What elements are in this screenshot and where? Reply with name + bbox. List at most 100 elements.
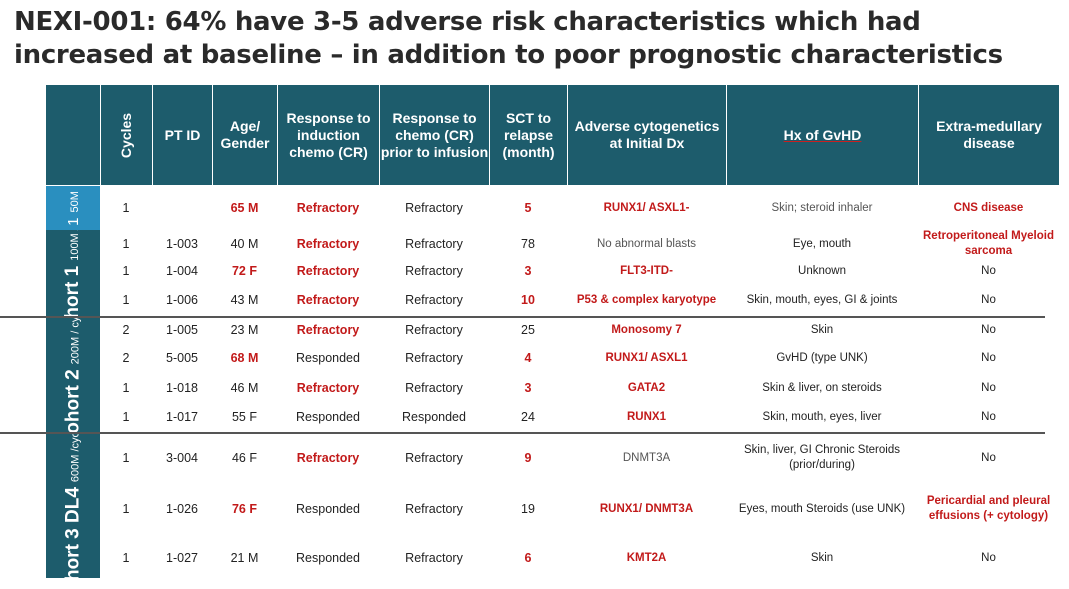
cell-response-induction: Refractory <box>296 380 360 395</box>
cell-extramedullary: No <box>981 264 996 277</box>
cohort-2-label: Cohort 2 200M / cycle <box>46 318 100 432</box>
cell-gvhd: Skin, liver, GI Chronic Steroids (prior/… <box>744 444 900 471</box>
cell-cycles: 2 <box>122 350 130 365</box>
cell-age-gender: 46 F <box>231 450 257 465</box>
header-cytogenetics: Adverse cytogenetics at Initial Dx <box>567 85 726 185</box>
cell-cytogenetics: RUNX1/ ASXL1- <box>603 201 690 214</box>
cell-response-prior: Refractory <box>405 380 463 395</box>
cell-pt-id <box>152 188 212 228</box>
cell-age-gender: 76 F <box>231 501 257 516</box>
cell-sct-relapse: 6 <box>524 550 532 565</box>
cohort-divider <box>0 432 1045 434</box>
cell-pt-id: 1-027 <box>166 550 198 565</box>
header-cycles: Cycles <box>100 85 152 185</box>
cell-extramedullary: No <box>981 323 996 336</box>
cell-response-prior: Refractory <box>405 450 463 465</box>
cell-age-gender: 46 M <box>230 380 259 395</box>
cell-sct-relapse: 78 <box>521 236 535 251</box>
cell-cytogenetics: No abnormal blasts <box>596 237 697 250</box>
cohort-1-label: Cohort 1 100M /cycle <box>46 230 100 316</box>
cell-sct-relapse: 25 <box>521 322 535 337</box>
cell-response-prior: Refractory <box>405 236 463 251</box>
header-extramedullary: Extra-medullary disease <box>918 85 1059 185</box>
cell-pt-id: 1-006 <box>166 292 198 307</box>
cell-response-induction: Refractory <box>296 292 360 307</box>
cell-age-gender: 43 M <box>230 292 259 307</box>
cell-gvhd: Skin <box>810 551 834 564</box>
cell-age-gender: 65 M <box>230 200 259 215</box>
header-sct-relapse: SCT to relapse (month) <box>489 85 567 185</box>
cell-cycles: 1 <box>122 200 130 215</box>
table-header <box>46 85 1059 185</box>
cell-sct-relapse: 3 <box>524 263 532 278</box>
cell-extramedullary: No <box>981 351 996 364</box>
cell-response-prior: Responded <box>402 409 466 424</box>
cell-sct-relapse: 5 <box>524 200 532 215</box>
header-pt-id: PT ID <box>152 85 212 185</box>
cell-extramedullary: No <box>981 293 996 306</box>
cell-response-induction: Refractory <box>296 236 360 251</box>
cell-gvhd: Skin, mouth, eyes, liver <box>762 410 882 423</box>
cell-cycles: 2 <box>122 322 130 337</box>
cell-cycles: 1 <box>122 380 130 395</box>
cohort-3-label: Cohort 3 DL4 600M /cycle x 2 <box>46 434 100 578</box>
cell-cytogenetics: GATA2 <box>627 381 666 394</box>
cell-extramedullary: CNS disease <box>953 201 1024 214</box>
cell-gvhd: Skin <box>810 323 834 336</box>
cell-response-prior: Refractory <box>405 200 463 215</box>
cell-cycles: 1 <box>122 450 130 465</box>
cohort-50m-label: 1 50M <box>46 186 100 230</box>
cell-sct-relapse: 3 <box>524 380 532 395</box>
cell-sct-relapse: 4 <box>524 350 532 365</box>
cell-gvhd: GvHD (type UNK) <box>776 351 868 364</box>
cohort-divider <box>0 316 1045 318</box>
cell-age-gender: 23 M <box>230 322 259 337</box>
cell-extramedullary: No <box>981 410 996 423</box>
cell-cytogenetics: P53 & complex karyotype <box>576 293 717 306</box>
cell-cycles: 1 <box>122 501 130 516</box>
cell-extramedullary: No <box>981 451 996 464</box>
cell-age-gender: 55 F <box>231 409 257 424</box>
cell-extramedullary: No <box>981 381 996 394</box>
cell-response-induction: Responded <box>296 550 360 565</box>
cell-age-gender: 68 M <box>230 350 259 365</box>
cell-sct-relapse: 24 <box>521 409 535 424</box>
cell-gvhd: Skin; steroid inhaler <box>771 201 873 214</box>
cell-response-prior: Refractory <box>405 550 463 565</box>
cell-response-prior: Refractory <box>405 322 463 337</box>
slide-title: NEXI-001: 64% have 3-5 adverse risk char… <box>14 7 1003 70</box>
cell-response-induction: Refractory <box>296 200 360 215</box>
cell-pt-id: 1-003 <box>166 236 198 251</box>
header-response-prior: Response to chemo (CR) prior to infusion <box>379 85 489 185</box>
cell-pt-id: 5-005 <box>166 350 198 365</box>
cell-response-prior: Refractory <box>405 292 463 307</box>
cell-cycles: 1 <box>122 263 130 278</box>
cell-sct-relapse: 9 <box>524 450 532 465</box>
cell-gvhd: Unknown <box>798 264 846 277</box>
cell-cycles: 1 <box>122 236 130 251</box>
cell-age-gender: 21 M <box>230 550 259 565</box>
cell-cytogenetics: KMT2A <box>626 551 667 564</box>
cell-cytogenetics: RUNX1/ DNMT3A <box>599 502 694 515</box>
cell-pt-id: 1-005 <box>166 322 198 337</box>
cell-gvhd: Skin & liver, on steroids <box>762 381 882 394</box>
cell-cytogenetics: DNMT3A <box>622 451 671 464</box>
cell-pt-id: 1-004 <box>166 263 198 278</box>
cell-age-gender: 72 F <box>231 263 257 278</box>
cell-extramedullary: Pericardial and pleural effusions (+ cyt… <box>926 495 1051 522</box>
cell-gvhd: Eyes, mouth Steroids (use UNK) <box>738 502 906 515</box>
cell-response-induction: Refractory <box>296 322 360 337</box>
cell-pt-id: 1-018 <box>166 380 198 395</box>
cell-cycles: 1 <box>122 409 130 424</box>
cell-sct-relapse: 19 <box>521 501 535 516</box>
cell-cycles: 1 <box>122 292 130 307</box>
cell-extramedullary: No <box>981 551 996 564</box>
cell-response-induction: Responded <box>296 350 360 365</box>
cell-extramedullary: Retroperitoneal Myeloid sarcoma <box>923 230 1054 257</box>
cell-cytogenetics: RUNX1/ ASXL1 <box>605 351 688 364</box>
cell-pt-id: 1-017 <box>166 409 198 424</box>
cell-response-prior: Refractory <box>405 501 463 516</box>
cell-sct-relapse: 10 <box>521 292 535 307</box>
cell-response-induction: Responded <box>296 409 360 424</box>
cell-cytogenetics: RUNX1 <box>627 410 666 423</box>
